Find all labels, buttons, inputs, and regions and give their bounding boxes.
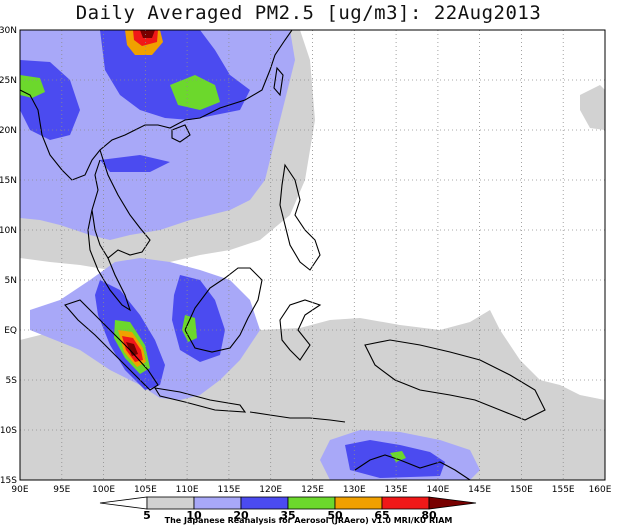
- coastline-java: [153, 387, 247, 413]
- lon-tick-label: 120E: [259, 485, 282, 495]
- lon-tick-label: 95E: [53, 485, 70, 495]
- coastline-taiwan: [273, 66, 284, 97]
- lat-tick-label: 15S: [0, 476, 17, 486]
- contour-20-35-band: [100, 155, 170, 172]
- lon-tick-label: 155E: [552, 485, 575, 495]
- coastline-new-guinea: [364, 339, 546, 421]
- colorbar-label: 65: [374, 509, 389, 522]
- lon-tick-label: 115E: [217, 485, 240, 495]
- coastline-lesser-sunda: [249, 411, 346, 423]
- lat-tick-label: 10S: [0, 426, 17, 436]
- pm25-contours: [20, 30, 605, 480]
- colorbar-label: 10: [186, 509, 202, 522]
- lat-tick-label: 15N: [0, 176, 17, 186]
- lon-tick-label: 125E: [301, 485, 324, 495]
- colorbar-segment-4: [287, 496, 336, 510]
- coastline-sulawesi: [279, 299, 322, 361]
- colorbar-label: 35: [280, 509, 295, 522]
- map-title: Daily Averaged PM2.5 [ug/m3]: 22Aug2013: [75, 2, 542, 24]
- contour-5-10-east: [580, 85, 605, 130]
- coastlines: [20, 30, 546, 480]
- contour-35-50-south-china: [170, 75, 220, 110]
- colorbar-segment-6: [381, 496, 430, 510]
- coastline-asia-mainland: [20, 30, 293, 181]
- lat-tick-label: 10N: [0, 226, 17, 236]
- colorbar-segment-7: [428, 496, 477, 510]
- colorbar-label: 5: [143, 509, 151, 522]
- coastline-indochina: [91, 149, 151, 259]
- lat-tick-label: 5N: [5, 276, 17, 286]
- lat-tick-label: 25N: [0, 76, 17, 86]
- colorbar-segment-3: [240, 496, 289, 510]
- colorbar-label: 50: [327, 509, 343, 522]
- lon-tick-label: 145E: [468, 485, 491, 495]
- contour-20-35-borneo: [172, 275, 225, 362]
- lat-axis: 30N 25N 20N 15N 10N 5N EQ 5S 10S 15S: [0, 26, 17, 486]
- plot-frame: [19, 29, 606, 481]
- lon-tick-label: 130E: [343, 485, 366, 495]
- colorbar: 5 10 20 35 50 65 80 0: [99, 496, 477, 522]
- coastline-hainan: [171, 124, 191, 143]
- contour-80-north: [140, 30, 155, 38]
- colorbar-segment-0: [99, 496, 148, 510]
- lon-tick-label: 140E: [426, 485, 449, 495]
- contour-80-sumatra: [126, 342, 138, 356]
- credit-line: The Japanese Reanalysis for Aerosol (JRA…: [164, 516, 453, 525]
- coastline-philippines: [279, 163, 321, 271]
- lat-tick-label: 20N: [0, 126, 17, 136]
- contour-35-50-borneo: [182, 315, 197, 342]
- lon-axis: 90E 95E 100E 105E 110E 115E 120E 125E 13…: [11, 485, 611, 495]
- lon-tick-label: 100E: [92, 485, 115, 495]
- colorbar-label: 80: [421, 509, 437, 522]
- coastline-australia: [354, 454, 471, 480]
- lon-tick-label: 105E: [134, 485, 157, 495]
- coastline-malay-peninsula: [87, 209, 132, 312]
- lon-tick-label: 110E: [176, 485, 199, 495]
- lon-tick-label: 150E: [510, 485, 533, 495]
- colorbar-label: 20: [233, 509, 249, 522]
- lat-tick-label: 5S: [6, 376, 18, 386]
- colorbar-segment-5: [334, 496, 383, 510]
- lon-tick-label: 160E: [589, 485, 612, 495]
- lon-tick-label: 135E: [385, 485, 408, 495]
- lon-tick-label: 90E: [11, 485, 28, 495]
- coastline-sumatra: [64, 299, 159, 391]
- graticule: [20, 30, 605, 480]
- colorbar-segment-2: [193, 496, 242, 510]
- coastline-borneo: [184, 267, 263, 353]
- contour-35-50-myanmar: [20, 75, 45, 98]
- lat-tick-label: 30N: [0, 26, 17, 36]
- contour-35-50-timor: [390, 451, 406, 462]
- colorbar-segment-1: [146, 496, 195, 510]
- lat-tick-label: EQ: [4, 326, 17, 336]
